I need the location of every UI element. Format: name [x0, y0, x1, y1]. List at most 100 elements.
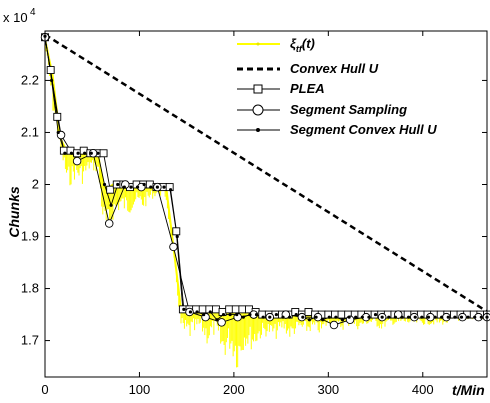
segment-convex-hull-point	[182, 307, 186, 311]
segment-convex-hull-point	[142, 182, 146, 187]
segment-convex-hull-point	[314, 315, 318, 319]
segment-convex-hull-point	[440, 315, 444, 319]
segment-sampling-point	[72, 156, 82, 166]
plea-point	[106, 185, 115, 194]
segment-convex-hull-point	[175, 234, 179, 239]
segment-convex-hull-point	[446, 315, 450, 319]
segment-convex-hull-point	[294, 312, 298, 317]
segment-sampling-point	[313, 312, 323, 322]
segment-convex-hull-point	[479, 315, 483, 319]
segment-convex-hull-point	[208, 310, 212, 314]
plot-frame	[44, 30, 488, 378]
legend-marker-noisy	[256, 42, 260, 46]
segment-sampling-point	[329, 320, 339, 330]
legend-marker-plea	[253, 84, 263, 94]
plea-point	[225, 305, 234, 314]
segment-convex-hull-point	[102, 182, 107, 187]
y-axis-label: Chunks	[6, 186, 22, 238]
segment-convex-hull-point	[155, 185, 159, 189]
segment-sampling-point	[104, 219, 114, 228]
segment-convex-hull-point	[202, 312, 206, 317]
plea-point	[99, 149, 108, 158]
plea-point	[172, 227, 181, 236]
convex-hull-line	[44, 33, 488, 313]
segment-convex-hull-point	[413, 315, 417, 319]
segment-convex-hull-point	[393, 315, 397, 319]
segment-convex-hull-point	[195, 310, 199, 314]
segment-convex-hull-point	[135, 185, 140, 189]
segment-convex-hull-point	[96, 151, 100, 155]
segment-convex-hull-point	[340, 318, 345, 322]
segment-convex-hull-point	[407, 315, 411, 319]
series-markers-layer	[40, 32, 490, 330]
segment-convex-hull-point	[459, 315, 464, 319]
segment-convex-hull-point	[354, 315, 358, 319]
legend-label-segment-sampling: Segment Sampling	[290, 102, 407, 117]
x-tick-label: 300	[317, 382, 339, 397]
plea-point	[46, 66, 55, 74]
legend-item-convex-hull: Convex Hull U	[237, 61, 379, 76]
segment-convex-hull-point	[63, 151, 67, 155]
segment-convex-hull-point	[129, 185, 133, 189]
segment-convex-hull-point	[235, 312, 239, 317]
plea-point	[53, 112, 62, 121]
segment-convex-hull-point	[215, 318, 219, 322]
plea-point	[211, 305, 220, 314]
legend-label-plea: PLEA	[290, 81, 325, 96]
segment-convex-hull-point	[56, 130, 60, 135]
legend-item-plea: PLEA	[237, 81, 325, 96]
y-tick-label: 1.8	[21, 281, 39, 296]
plea-point	[238, 305, 247, 314]
legend: ξtf(t) Convex Hull U PLEA Segment Sampli…	[237, 36, 437, 137]
segment-sampling-point	[217, 318, 226, 327]
segment-convex-hull-point	[387, 315, 391, 319]
segment-convex-hull-point	[188, 310, 193, 314]
segment-convex-hull-point	[281, 315, 285, 319]
segment-convex-hull-point	[169, 188, 173, 192]
segment-convex-hull-point	[373, 312, 378, 317]
segment-convex-hull-point	[453, 315, 457, 319]
segment-convex-hull-point	[241, 315, 245, 319]
segment-convex-hull-point	[162, 185, 166, 189]
segment-convex-hull-point	[288, 315, 292, 319]
segment-convex-hull-point	[466, 315, 470, 319]
y-tick-label: 1.7	[21, 333, 39, 348]
segment-convex-hull-point	[109, 203, 113, 207]
segment-convex-hull-point	[122, 185, 126, 189]
segment-convex-hull-point	[367, 315, 371, 319]
segment-sampling-point	[169, 242, 178, 252]
segment-convex-hull-point	[301, 315, 305, 319]
y-exponent-label: x 10	[3, 10, 28, 25]
x-tick-label: 0	[41, 382, 48, 397]
segment-convex-hull-point	[76, 151, 80, 155]
segment-convex-hull-point	[347, 315, 351, 319]
segment-convex-hull-point	[248, 312, 252, 317]
legend-item-segment-convex-hull: Segment Convex Hull U	[237, 122, 437, 137]
segment-convex-hull-point	[89, 151, 93, 155]
y-exponent-power: 4	[30, 7, 36, 18]
segment-convex-hull-point	[420, 315, 424, 319]
segment-convex-hull-point	[307, 318, 312, 322]
y-tick-label: 2	[32, 176, 39, 191]
y-tick-label: 1.9	[21, 229, 39, 244]
segment-convex-hull-point	[274, 312, 278, 317]
y-tick-label: 2.2	[21, 72, 39, 87]
segment-convex-hull-point	[50, 78, 54, 83]
segment-convex-hull-point	[400, 315, 404, 319]
segment-convex-hull-point	[380, 315, 384, 319]
axis-ticks-layer: 0 100 200 300 400 1.7 1.8 1.9 2 2.1 2.2	[21, 31, 487, 397]
legend-marker-segment-convex-hull	[256, 128, 260, 132]
x-axis-label: t/Min	[452, 382, 485, 398]
plea-point	[337, 310, 346, 319]
segment-convex-hull-point	[221, 312, 226, 317]
segment-convex-hull-point	[473, 315, 477, 319]
segment-convex-hull-point	[321, 318, 325, 322]
segment-convex-hull-point	[254, 312, 259, 317]
segment-convex-hull-point	[149, 185, 153, 189]
x-tick-label: 100	[129, 382, 151, 397]
plea-point	[198, 305, 207, 314]
segment-convex-hull-point	[327, 315, 331, 319]
x-tick-label: 200	[223, 382, 245, 397]
plea-point	[304, 308, 313, 316]
